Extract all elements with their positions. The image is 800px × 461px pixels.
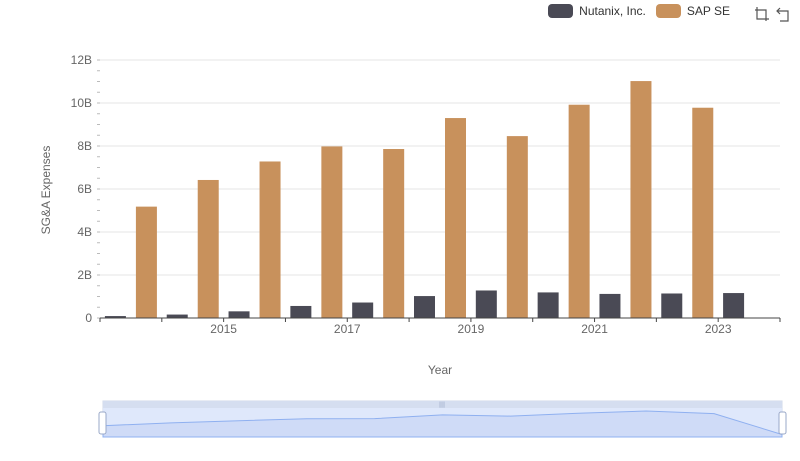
slider-handle-right[interactable]	[778, 411, 787, 435]
x-tick-label: 2017	[334, 322, 361, 336]
y-tick-label: 10B	[71, 96, 92, 110]
legend-label-nutanix: Nutanix, Inc.	[579, 4, 646, 18]
reset-icon[interactable]	[776, 6, 792, 22]
y-tick-label: 8B	[77, 139, 92, 153]
bar-sap-2017	[321, 146, 343, 318]
x-axis: 2015 2017 2019 2021 2023	[99, 317, 781, 336]
bar-sap-2014	[135, 206, 157, 318]
bar-nutanix-2022	[599, 293, 621, 318]
bar-sap-2020	[506, 136, 528, 318]
y-axis-label: SG&A Expenses	[39, 146, 53, 235]
bar-nutanix-2019	[414, 296, 435, 318]
slider-sparkline	[102, 410, 783, 438]
x-axis-label: Year	[428, 363, 452, 377]
bar-nutanix-2014	[104, 316, 126, 318]
bar-sap-2022	[630, 81, 652, 318]
bar-sap-2015	[197, 179, 219, 318]
legend: Nutanix, Inc. SAP SE	[548, 4, 730, 18]
bar-nutanix-2021	[537, 292, 559, 318]
bar-sap-2023	[692, 107, 714, 318]
y-tick-label: 6B	[77, 182, 92, 196]
y-axis-ticks: 0 2B 4B 6B 8B 10B 12B	[71, 53, 100, 325]
x-tick-label: 2015	[210, 322, 237, 336]
bar-sap-2018	[383, 149, 405, 318]
slider-top-bar[interactable]	[103, 401, 782, 408]
y-tick-label: 12B	[71, 53, 92, 67]
bar-nutanix-2020	[475, 290, 497, 318]
bar-nutanix-2016	[228, 311, 250, 318]
zoom-icon[interactable]	[754, 6, 770, 22]
slider-grip-icon[interactable]: |||	[439, 402, 445, 409]
y-tick-label: 2B	[77, 268, 92, 282]
bar-sap-2021	[568, 104, 590, 318]
y-tick-label: 0	[85, 311, 92, 325]
bar-nutanix-2018	[352, 302, 374, 318]
bar-nutanix-2015	[166, 314, 188, 318]
x-tick-label: 2019	[458, 322, 485, 336]
x-tick-label: 2023	[705, 322, 732, 336]
bar-sap-2019	[445, 118, 466, 318]
bar-nutanix-2024	[723, 293, 745, 318]
legend-item-nutanix[interactable]: Nutanix, Inc.	[548, 4, 646, 18]
y-tick-label: 4B	[77, 225, 92, 239]
legend-swatch-nutanix	[548, 4, 574, 18]
bars	[104, 81, 745, 318]
bar-sap-2016	[259, 161, 281, 318]
slider-handle-left[interactable]	[98, 411, 107, 435]
bar-nutanix-2023	[661, 293, 683, 318]
legend-item-sap[interactable]: SAP SE	[655, 4, 730, 18]
legend-label-sap: SAP SE	[686, 4, 730, 18]
legend-swatch-sap	[655, 4, 681, 18]
bar-nutanix-2017	[290, 305, 312, 318]
toolbox	[754, 6, 792, 22]
x-tick-label: 2021	[581, 322, 608, 336]
data-zoom-slider[interactable]: |||	[98, 400, 787, 438]
